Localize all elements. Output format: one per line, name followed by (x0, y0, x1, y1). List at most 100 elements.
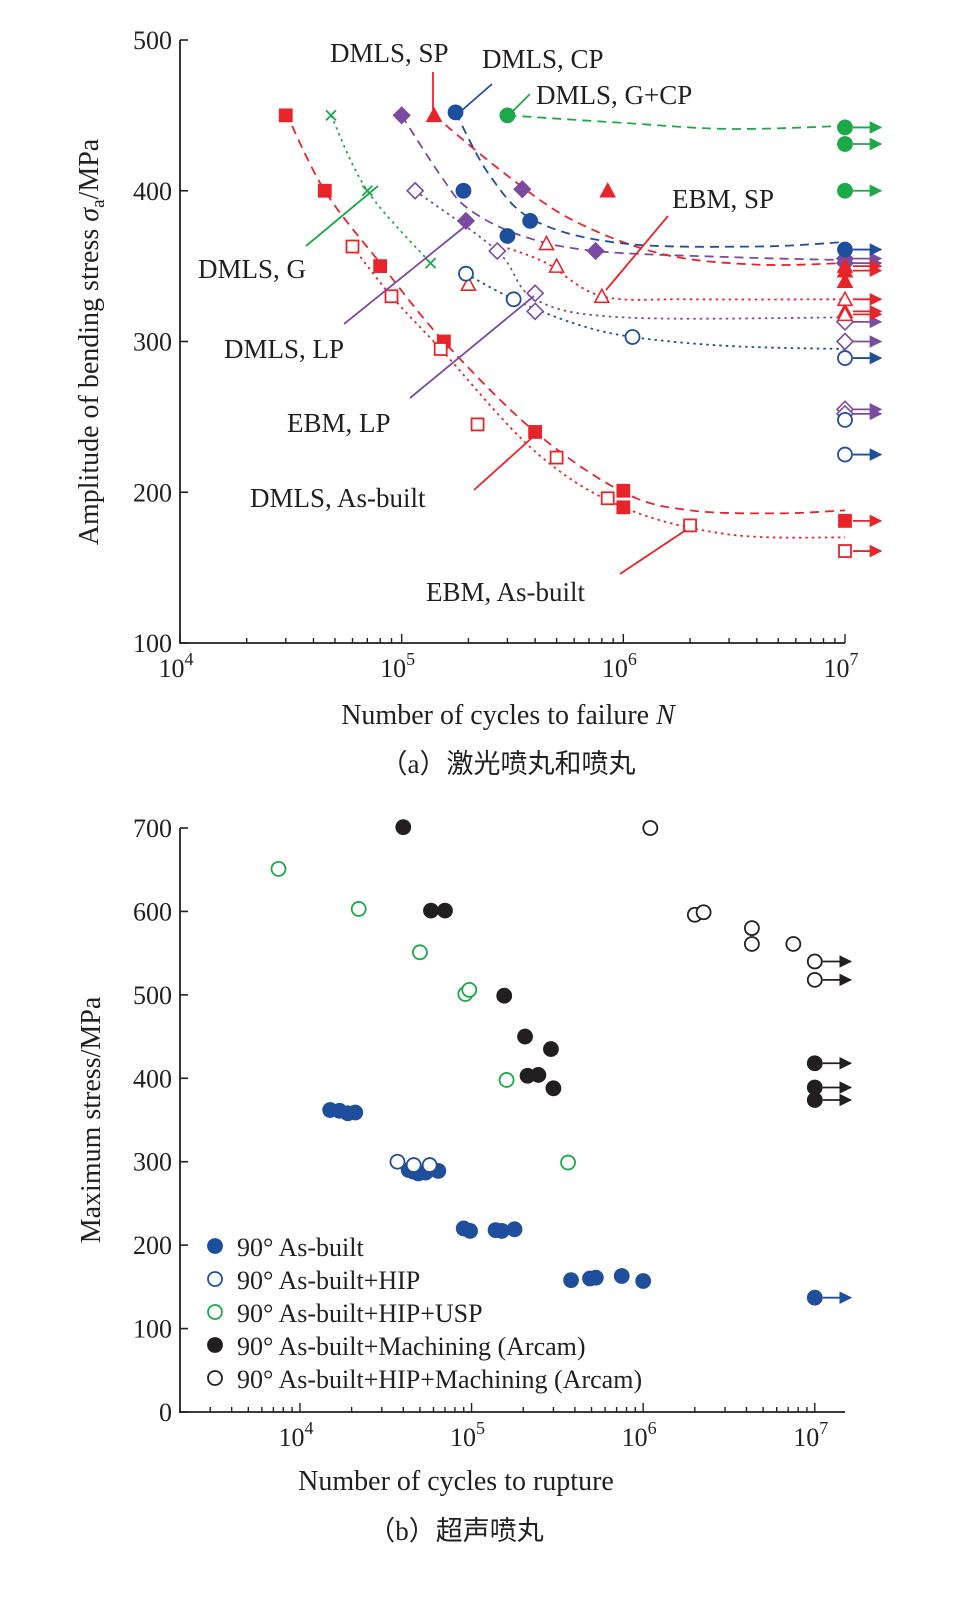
leader-dmls-lp (343, 223, 469, 325)
point-90-as-built-machining-arcam (806, 1092, 823, 1108)
fit-curve-dmls-g-cp (507, 114, 846, 130)
annotations-a: DMLS, SP DMLS, CP DMLS, G+CP EBM, SP DML… (198, 38, 774, 607)
fit-curve-dmls-as-built (284, 111, 846, 515)
x-tick-label-b: 105 (450, 1418, 485, 1452)
point-dmls-g-cp (499, 107, 516, 124)
point-90-as-built-hip-machining-arcam (785, 936, 802, 952)
y-tick-label-a: 500 (133, 26, 172, 55)
caption-a: （a）激光喷丸和喷丸 (381, 749, 636, 779)
legend-marker-90-as-built-hip (207, 1271, 223, 1287)
point-90-as-built (347, 1104, 364, 1121)
point-90-as-built (493, 1223, 510, 1239)
point-ebm-sp (836, 305, 854, 322)
y-axis-label-a: Amplitude of bending stress σa/MPa (74, 138, 109, 545)
x-tick-label-b: 104 (278, 1418, 313, 1452)
fit-curve-ebm-lp (414, 190, 846, 320)
point-90-as-built-hip-machining-arcam (806, 971, 823, 988)
point-90-as-built-hip (405, 1157, 422, 1173)
point-90-as-built-hip-machining-arcam (743, 920, 760, 937)
point-90-as-built-hip (421, 1157, 438, 1173)
point-dmls-cp (447, 104, 464, 121)
annotation-dmls-lp: DMLS, LP (224, 334, 344, 364)
annotation-dmls-as-built: DMLS, As-built (250, 483, 426, 513)
point-ebm-cp (624, 329, 641, 345)
point-dmls-cp (455, 182, 472, 199)
annotation-ebm-sp: EBM, SP (672, 184, 774, 214)
point-dmls-g (325, 109, 337, 122)
y-tick-label-b: 400 (133, 1064, 172, 1093)
y-tick-label-a: 300 (133, 328, 172, 357)
fit-curves-a (284, 111, 846, 539)
point-dmls-as-built (616, 483, 631, 498)
point-ebm-sp (460, 275, 477, 292)
point-dmls-sp (836, 272, 854, 288)
point-90-as-built-hip-usp (270, 860, 287, 877)
fit-curve-ebm-as-built (351, 245, 846, 539)
axes-b: 0 100 200 300 400 500 600 700 104 105 106 107 (133, 814, 845, 1452)
point-ebm-as-built (600, 491, 615, 506)
point-ebm-sp (548, 257, 565, 273)
point-90-as-built-hip-machining-arcam (695, 904, 712, 921)
point-dmls-g (361, 185, 373, 197)
point-90-as-built-machining-arcam (423, 902, 439, 919)
point-ebm-lp (525, 284, 545, 303)
fit-curve-dmls-lp (400, 114, 846, 261)
point-90-as-built-machining-arcam (545, 1080, 562, 1097)
x-tick-label-a: 104 (159, 649, 194, 683)
y-tick-label-b: 500 (133, 981, 172, 1010)
point-dmls-lp (456, 211, 476, 231)
point-dmls-cp (522, 212, 539, 229)
point-dmls-as-built (528, 425, 543, 439)
fit-curve-dmls-cp (454, 111, 846, 248)
point-dmls-g (424, 257, 437, 269)
point-dmls-lp (392, 106, 411, 125)
point-ebm-lp (488, 241, 507, 261)
point-90-as-built-hip-usp (498, 1072, 515, 1088)
point-dmls-cp (837, 241, 853, 258)
point-90-as-built-hip (389, 1153, 406, 1170)
point-dmls-as-built (373, 259, 388, 274)
fit-curve-dmls-g (330, 114, 432, 264)
point-dmls-as-built (616, 500, 631, 515)
annotation-dmls-sp: DMLS, SP (330, 38, 449, 68)
point-ebm-as-built (549, 450, 564, 465)
point-90-as-built (613, 1268, 630, 1284)
x-axis-label-a: Number of cycles to failure N (341, 700, 676, 731)
fit-curve-ebm-cp (465, 272, 846, 350)
point-90-as-built-hip-usp (461, 981, 478, 998)
y-axis-label-b: Maximum stress/MPa (76, 996, 107, 1243)
data-points-b (270, 819, 853, 1306)
annotation-dmls-cp: DMLS, CP (482, 44, 604, 74)
point-ebm-lp (525, 302, 545, 321)
y-tick-label-b: 300 (133, 1148, 172, 1177)
point-90-as-built-hip-machining-arcam (806, 953, 823, 970)
x-axis-label-b: Number of cycles to rupture (298, 1466, 614, 1497)
point-ebm-cp (837, 446, 853, 463)
point-dmls-sp (425, 106, 443, 123)
annotation-dmls-g-cp: DMLS, G+CP (536, 80, 692, 110)
x-tick-label-b: 107 (793, 1418, 828, 1452)
point-dmls-g-cp (837, 119, 853, 136)
point-ebm-lp (405, 181, 425, 200)
leader-dmls-g (305, 185, 379, 247)
point-dmls-as-built (317, 183, 332, 198)
point-90-as-built-hip-usp (412, 944, 428, 961)
point-ebm-cp (505, 291, 522, 308)
point-dmls-cp (499, 228, 516, 244)
y-tick-label-a: 400 (133, 177, 172, 206)
y-tick-label-a: 100 (133, 629, 172, 658)
y-tick-label-b: 600 (133, 897, 172, 926)
point-ebm-as-built (345, 239, 360, 254)
point-dmls-lp (586, 241, 605, 261)
point-90-as-built-machining-arcam (530, 1067, 547, 1083)
point-90-as-built-machining-arcam (517, 1028, 533, 1045)
point-ebm-sp (538, 234, 555, 251)
annotation-leaders (305, 72, 687, 575)
point-90-as-built-machining-arcam (437, 902, 453, 919)
caption-b: （b）超声喷丸 (368, 1516, 544, 1546)
point-90-as-built-hip-machining-arcam (743, 936, 760, 952)
chart-panel-a: 100 200 300 400 500 104 105 106 107 DMLS, SP DML… (74, 26, 883, 779)
annotation-ebm-as-built: EBM, As-built (426, 577, 586, 607)
leader-ebm-lp (409, 295, 535, 399)
